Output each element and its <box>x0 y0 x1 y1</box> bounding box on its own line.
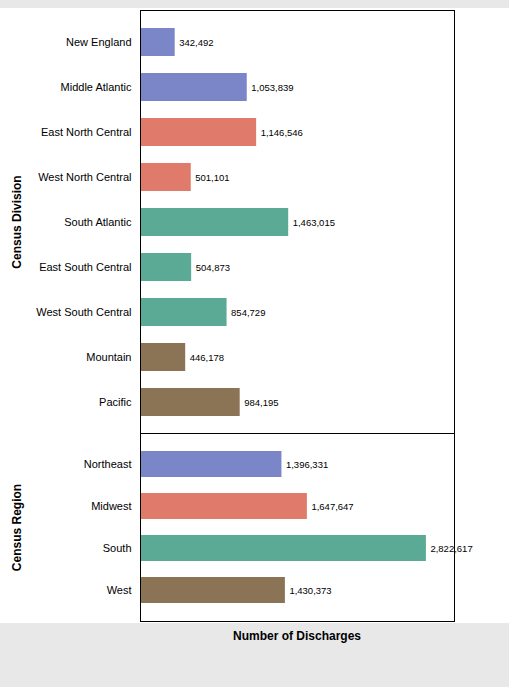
svg-text:South Atlantic: South Atlantic <box>64 216 132 228</box>
svg-text:West North Central: West North Central <box>38 171 131 183</box>
svg-text:984,195: 984,195 <box>244 397 278 408</box>
svg-text:East North Central: East North Central <box>41 126 131 138</box>
svg-text:Census Division: Census Division <box>10 175 24 268</box>
svg-text:Midwest: Midwest <box>91 500 131 512</box>
svg-text:West South Central: West South Central <box>36 306 131 318</box>
svg-text:South: South <box>103 542 132 554</box>
svg-text:504,873: 504,873 <box>196 262 230 273</box>
svg-text:446,178: 446,178 <box>190 352 224 363</box>
svg-text:Middle Atlantic: Middle Atlantic <box>61 81 132 93</box>
svg-text:East South Central: East South Central <box>39 261 131 273</box>
svg-text:1,430,373: 1,430,373 <box>289 585 331 596</box>
svg-text:2,822,617: 2,822,617 <box>430 543 472 554</box>
svg-text:1,396,331: 1,396,331 <box>286 459 328 470</box>
svg-text:Mountain: Mountain <box>86 351 131 363</box>
svg-text:342,492: 342,492 <box>179 37 213 48</box>
svg-text:Northeast: Northeast <box>84 458 132 470</box>
svg-text:854,729: 854,729 <box>231 307 265 318</box>
svg-text:1,053,839: 1,053,839 <box>251 82 293 93</box>
svg-text:1,146,546: 1,146,546 <box>261 127 303 138</box>
svg-text:1,647,647: 1,647,647 <box>311 501 353 512</box>
svg-text:Census Region: Census Region <box>10 484 24 571</box>
svg-text:1,463,015: 1,463,015 <box>293 217 335 228</box>
html-text:Number of Discharges: Number of Discharges <box>233 629 361 643</box>
svg-text:Pacific: Pacific <box>99 396 132 408</box>
svg-text:501,101: 501,101 <box>195 172 229 183</box>
svg-text:West: West <box>107 584 132 596</box>
svg-text:New England: New England <box>66 36 131 48</box>
